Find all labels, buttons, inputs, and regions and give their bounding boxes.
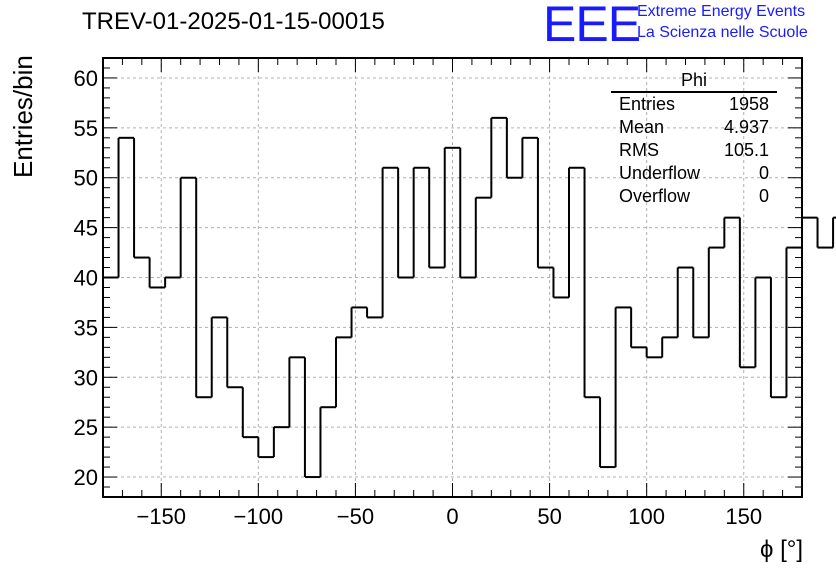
y-tick-label: 25 [74, 415, 98, 440]
stats-label: Entries [619, 94, 676, 114]
y-axis-label: Entries/bin [8, 55, 38, 178]
stats-value: 0 [758, 163, 769, 183]
stats-row-entries: Entries 1958 [611, 93, 777, 116]
stats-box: Phi Entries 1958 Mean 4.937 RMS 105.1 Un… [611, 69, 777, 208]
eee-logo-mark: EEE [543, 0, 641, 52]
x-tick-label: −50 [337, 504, 374, 529]
y-tick-label: 20 [74, 465, 98, 490]
x-tick-label: 100 [628, 504, 665, 529]
x-tick-label: 150 [725, 504, 762, 529]
chart-title: TREV-01-2025-01-15-00015 [82, 8, 385, 35]
stats-value: 1958 [728, 94, 769, 114]
x-tick-label: −100 [234, 504, 284, 529]
stats-row-underflow: Underflow 0 [611, 162, 777, 185]
x-axis-label: ϕ [°] [759, 536, 803, 563]
x-tick-label: 0 [446, 504, 458, 529]
logo-line-1: Extreme Energy Events [637, 3, 806, 20]
stats-label: RMS [619, 140, 659, 160]
y-tick-label: 45 [74, 216, 98, 241]
x-tick-label: −150 [136, 504, 186, 529]
stats-row-overflow: Overflow 0 [611, 185, 777, 208]
stats-label: Underflow [619, 163, 701, 183]
y-tick-label: 50 [74, 166, 98, 191]
y-tick-label: 30 [74, 365, 98, 390]
x-tick-label: 50 [537, 504, 561, 529]
stats-value: 105.1 [723, 140, 769, 160]
stats-row-mean: Mean 4.937 [611, 116, 777, 139]
stats-label: Overflow [619, 186, 691, 206]
y-tick-label: 40 [74, 266, 98, 291]
stats-label: Mean [619, 117, 665, 137]
y-tick-label: 35 [74, 315, 98, 340]
stats-box-title: Phi [611, 69, 777, 93]
logo-line-2: La Scienza nelle Scuole [637, 24, 808, 41]
y-tick-label: 60 [74, 66, 98, 91]
stats-value: 0 [758, 186, 769, 206]
stats-value: 4.937 [723, 117, 769, 137]
stats-row-rms: RMS 105.1 [611, 139, 777, 162]
y-tick-label: 55 [74, 116, 98, 141]
